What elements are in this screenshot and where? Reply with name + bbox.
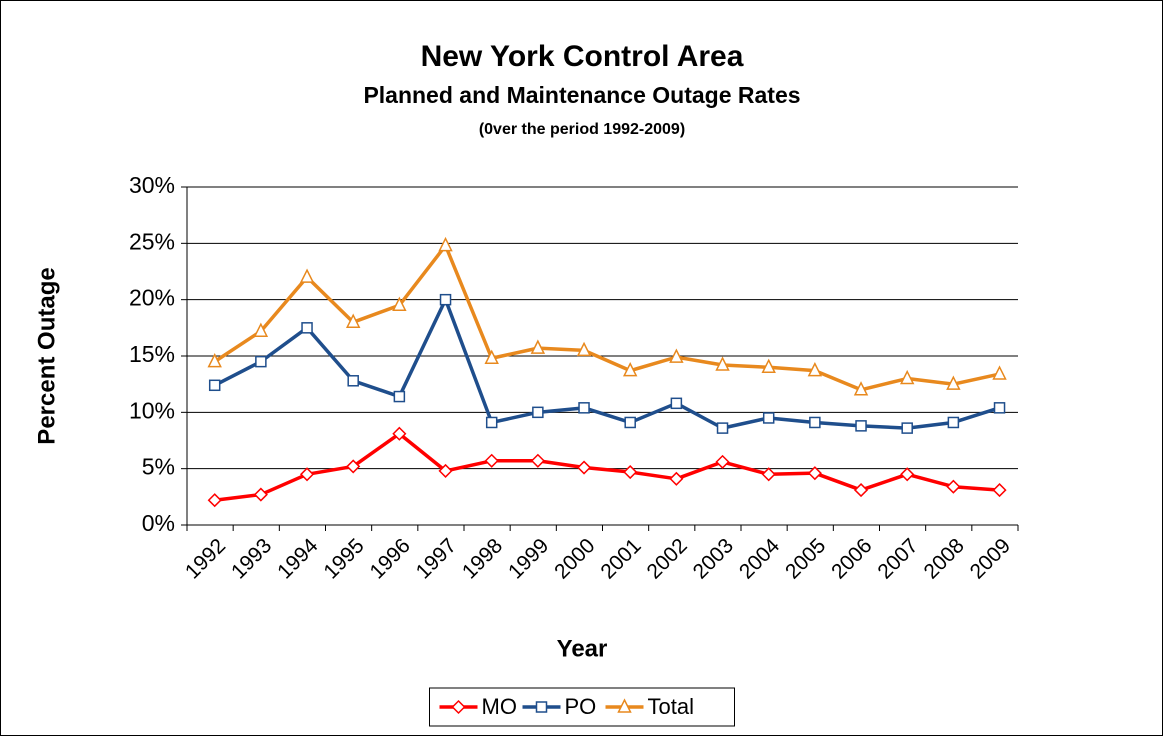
data-point — [992, 365, 1007, 380]
data-point — [762, 412, 775, 424]
legend-label: Total — [648, 694, 694, 719]
data-point — [669, 348, 684, 363]
y-tick-label: 5% — [142, 454, 175, 480]
data-point — [532, 406, 544, 419]
data-point — [392, 426, 407, 441]
data-point — [576, 341, 592, 357]
y-tick-label: 0% — [142, 510, 175, 536]
data-point — [715, 454, 730, 469]
data-point — [946, 479, 961, 494]
chart-annotation: (0ver the period 1992-2009) — [479, 121, 685, 138]
data-point — [253, 322, 269, 337]
data-point — [207, 493, 222, 508]
legend-marker — [451, 699, 466, 715]
legend-marker — [535, 701, 548, 713]
data-point — [530, 453, 545, 468]
data-point — [345, 313, 361, 328]
y-axis-label: Percent Outage — [33, 267, 60, 444]
data-point — [623, 464, 638, 480]
data-point — [624, 416, 636, 429]
y-tick-label: 15% — [129, 341, 175, 367]
series-line — [213, 243, 1000, 392]
data-point — [899, 369, 915, 385]
legend-marker — [617, 698, 632, 713]
data-point — [576, 460, 592, 475]
data-point — [438, 463, 453, 478]
data-point — [992, 483, 1007, 498]
data-point — [208, 379, 221, 392]
data-point — [807, 361, 823, 377]
data-point — [900, 467, 915, 482]
data-point — [484, 349, 499, 365]
legend-box — [429, 687, 735, 727]
data-point — [255, 355, 267, 368]
data-point — [853, 381, 869, 396]
data-point — [530, 339, 546, 354]
series-line — [214, 431, 1000, 502]
data-point — [761, 467, 776, 482]
data-point — [853, 483, 869, 498]
data-point — [299, 467, 315, 482]
data-point — [392, 296, 407, 312]
data-point — [578, 402, 590, 414]
data-point — [438, 236, 453, 252]
data-point — [993, 402, 1006, 414]
data-point — [301, 322, 313, 334]
chart-title: New York Control Area — [421, 40, 744, 73]
y-tick-label: 20% — [129, 285, 175, 311]
data-point — [761, 358, 776, 374]
data-point — [622, 361, 638, 377]
data-point — [346, 459, 361, 474]
data-point — [670, 397, 683, 410]
chart-subtitle: Planned and Maintenance Outage Rates — [363, 82, 800, 108]
data-point — [207, 352, 222, 368]
data-point — [253, 487, 268, 502]
y-tick-label: 30% — [129, 172, 175, 198]
data-point — [946, 375, 961, 390]
data-point — [393, 390, 406, 403]
data-point — [669, 471, 684, 486]
data-point — [901, 422, 913, 434]
legend-label: MO — [482, 694, 517, 719]
y-tick-label: 25% — [129, 228, 175, 254]
data-point — [485, 416, 498, 429]
data-point — [299, 268, 315, 283]
data-point — [715, 356, 730, 371]
legend-label: PO — [565, 694, 597, 719]
series-line — [213, 297, 1001, 430]
data-point — [947, 416, 960, 429]
data-point — [809, 416, 821, 429]
data-point — [484, 453, 499, 468]
y-tick-label: 10% — [129, 397, 175, 423]
data-point — [807, 466, 822, 481]
data-point — [855, 420, 867, 432]
data-point — [439, 293, 452, 306]
x-axis-label: Year — [557, 635, 608, 662]
data-point — [716, 422, 729, 434]
data-point — [347, 375, 359, 387]
